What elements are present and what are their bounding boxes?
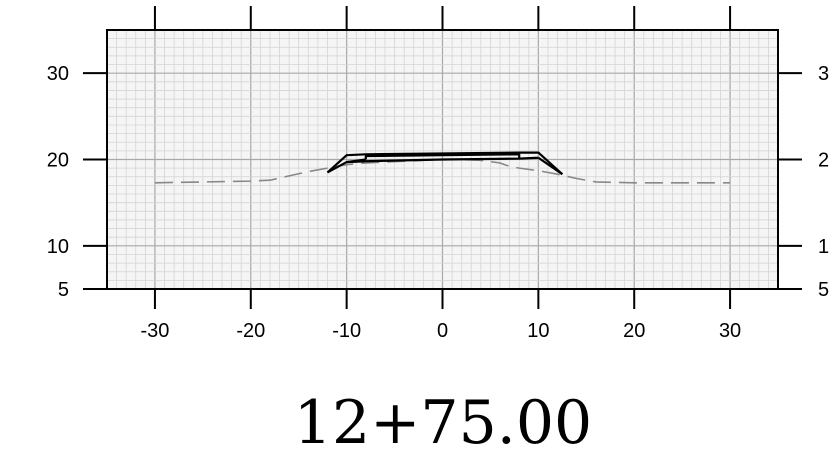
road-section-line-5 (537, 156, 563, 176)
road-section-line-2 (346, 156, 539, 164)
x-tick-label: -30 (140, 320, 169, 342)
x-tick-label: 30 (719, 320, 741, 342)
x-tick-label: -10 (332, 320, 361, 342)
y-tick-label-left: 10 (47, 236, 69, 258)
y-tick-label-right: 1 (818, 236, 829, 258)
road-section-line-3 (364, 153, 521, 160)
y-tick-label-left: 5 (58, 279, 69, 301)
x-tick-label: -20 (236, 320, 265, 342)
y-tick-label-right: 3 (818, 63, 829, 85)
x-tick-label: 10 (527, 320, 549, 342)
y-tick-label-right: 2 (818, 150, 829, 172)
x-tick-label: 0 (437, 320, 448, 342)
y-tick-label-right: 5 (818, 279, 829, 301)
road-section-line-1 (326, 151, 564, 175)
station-label: 12+75.00 (294, 388, 592, 458)
y-tick-label-left: 30 (47, 63, 69, 85)
y-tick-label-left: 20 (47, 150, 69, 172)
x-tick-label: 20 (623, 320, 645, 342)
road-section-line-4 (326, 158, 366, 174)
